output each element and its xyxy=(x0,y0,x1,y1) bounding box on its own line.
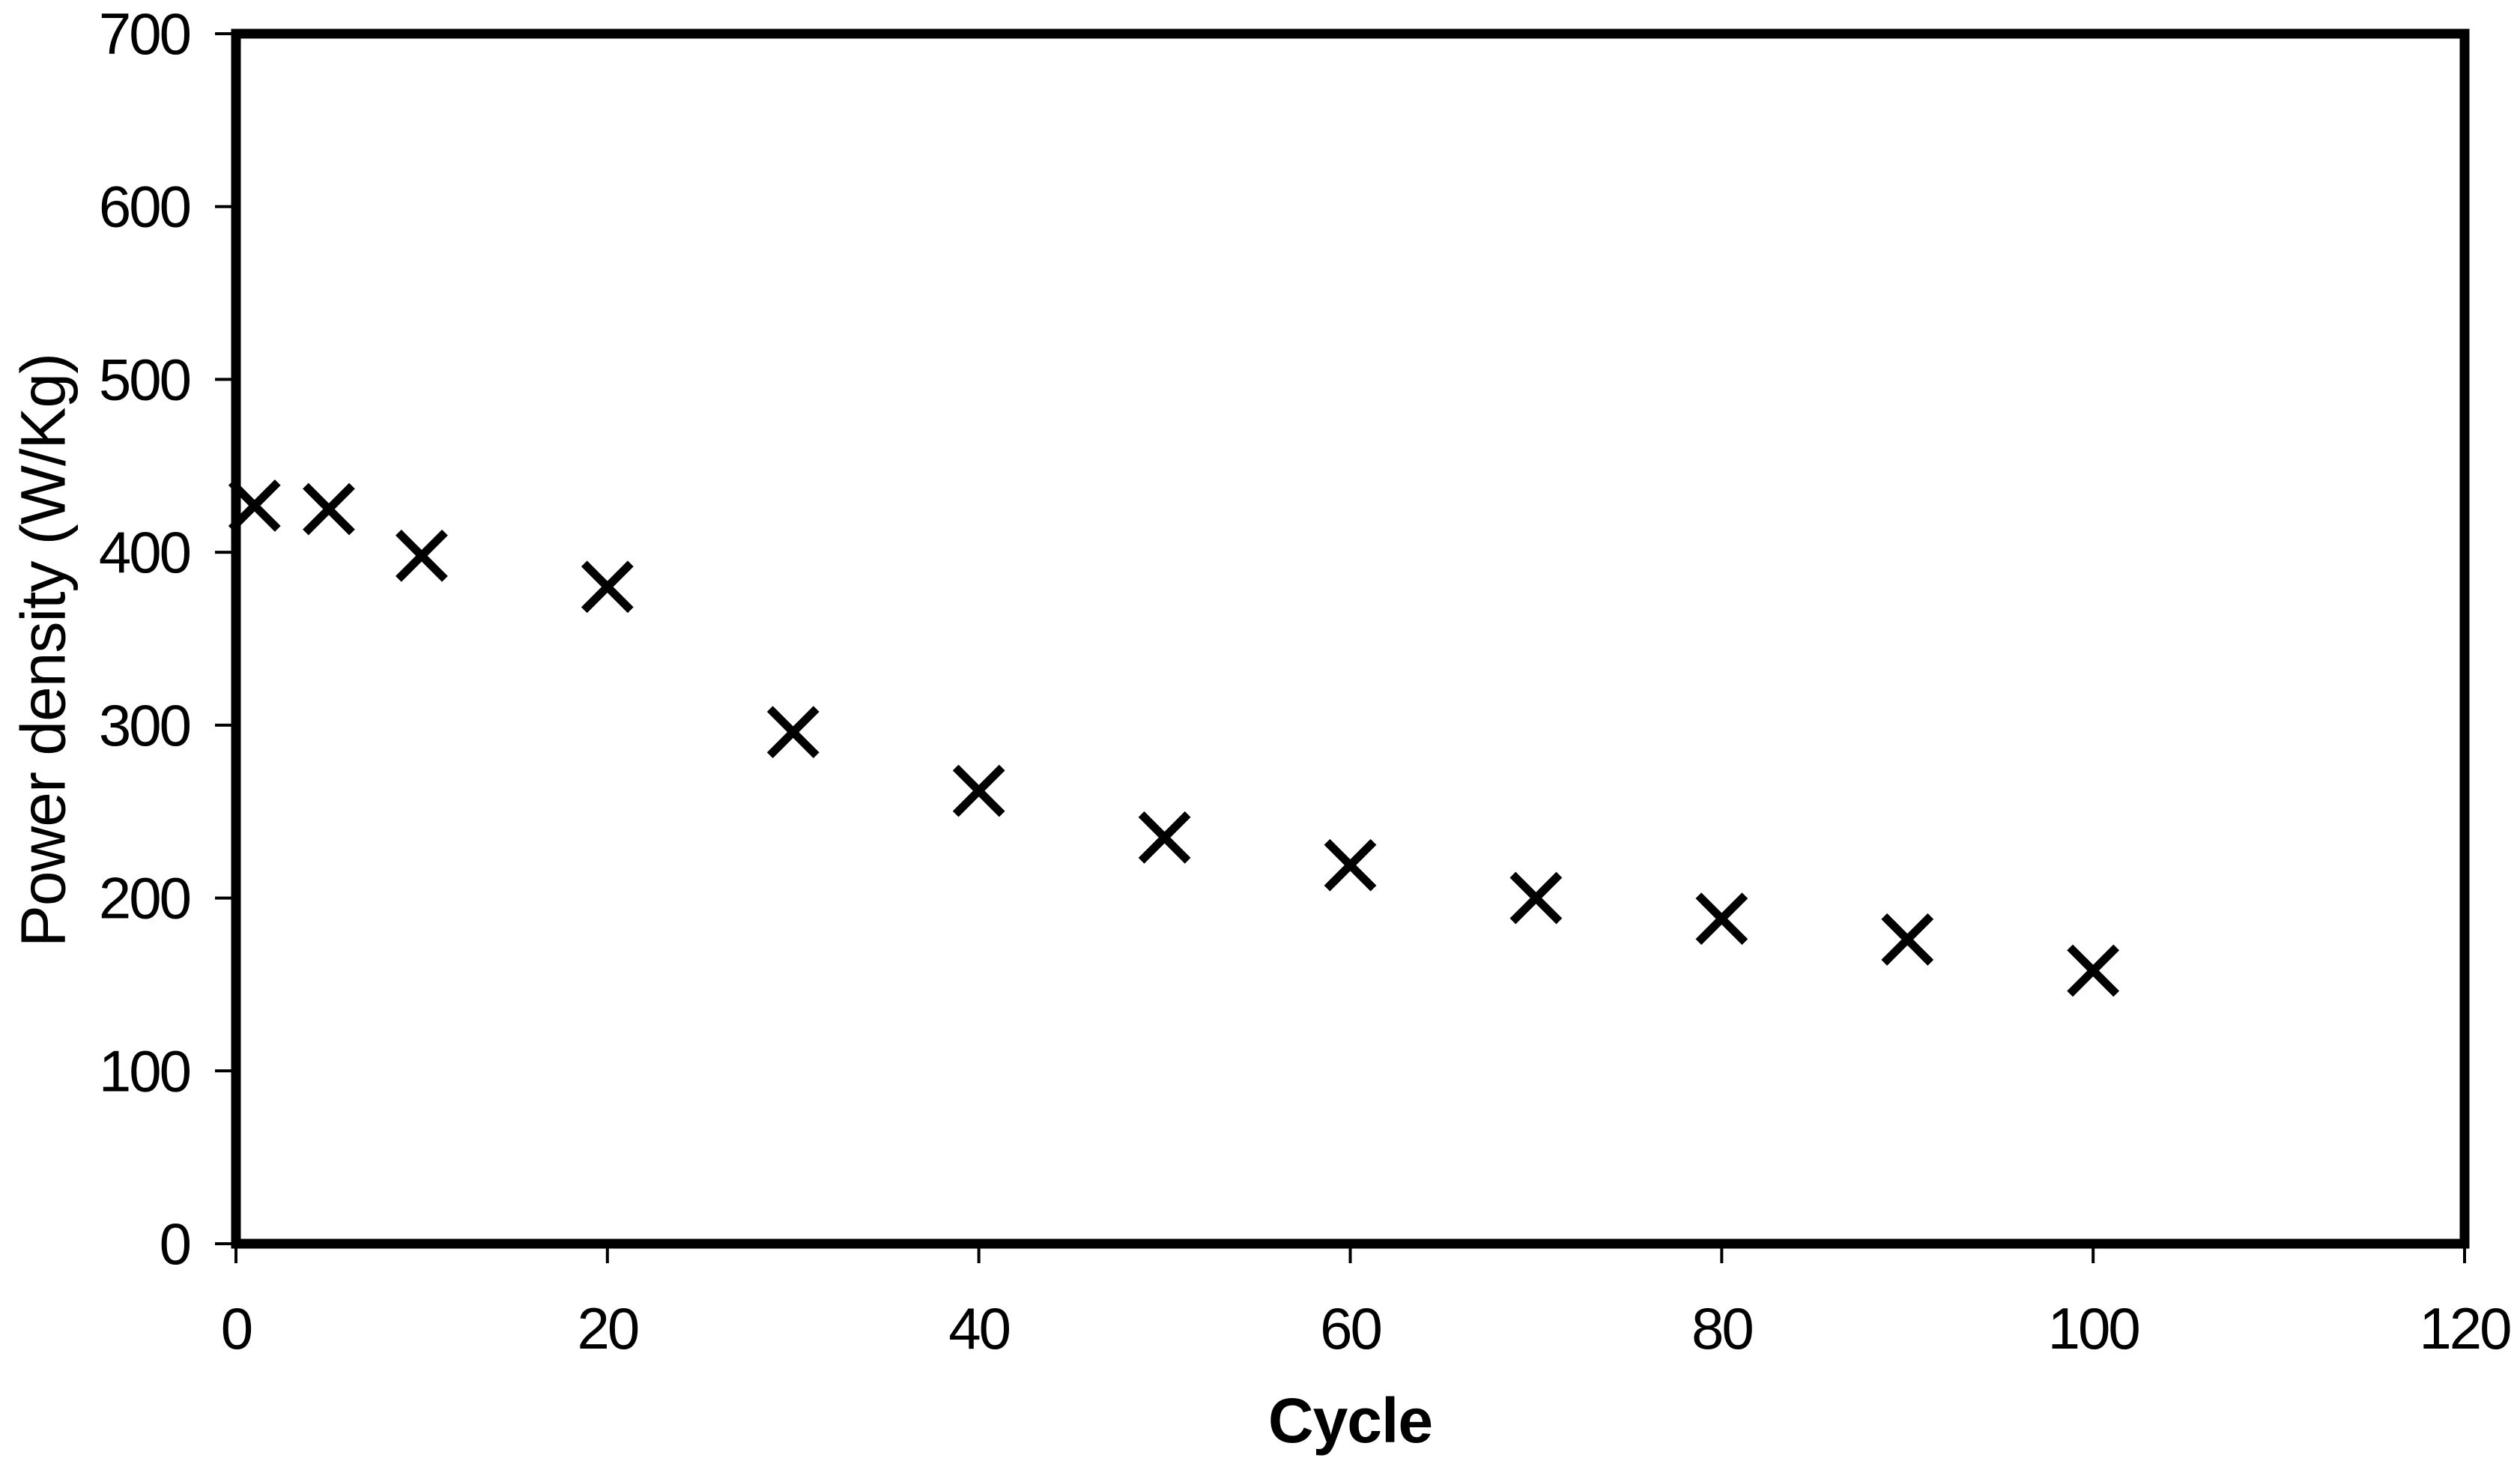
y-axis-tick-label: 200 xyxy=(99,865,190,931)
data-point-marker xyxy=(303,483,355,536)
x-axis-tick-label: 40 xyxy=(948,1295,1009,1361)
y-axis-tick-label: 100 xyxy=(99,1038,190,1104)
data-point-marker xyxy=(1324,838,1377,892)
x-axis-tick-label: 0 xyxy=(221,1295,252,1361)
x-axis-tick-label: 80 xyxy=(1691,1295,1752,1361)
x-axis-tick-label: 60 xyxy=(1320,1295,1381,1361)
y-axis-title: Power density (W/Kg) xyxy=(7,353,79,948)
y-axis-tick-label: 500 xyxy=(99,346,190,412)
data-point-marker xyxy=(1509,871,1563,925)
y-axis-tick-label: 600 xyxy=(99,174,190,240)
data-point-marker xyxy=(2067,944,2120,997)
data-point-marker xyxy=(1138,811,1191,864)
plot-border xyxy=(231,28,2470,1249)
x-axis-title: Cycle xyxy=(1267,1385,1433,1456)
y-axis-tick-label: 400 xyxy=(99,519,190,585)
data-point-marker xyxy=(1881,913,1934,966)
data-point-marker xyxy=(952,764,1005,817)
x-axis-tick-label: 20 xyxy=(577,1295,637,1361)
data-point-marker xyxy=(766,706,820,758)
y-axis-tick-label: 700 xyxy=(99,1,190,67)
data-point-marker xyxy=(228,479,281,532)
x-axis-tick-label: 100 xyxy=(2048,1295,2139,1361)
data-point-marker xyxy=(396,529,448,582)
data-point-marker xyxy=(581,560,634,614)
data-point-marker xyxy=(1695,892,1748,946)
x-axis-tick-label: 120 xyxy=(2419,1295,2510,1361)
y-axis-tick-label: 0 xyxy=(160,1211,190,1277)
y-axis-tick-label: 300 xyxy=(99,692,190,758)
